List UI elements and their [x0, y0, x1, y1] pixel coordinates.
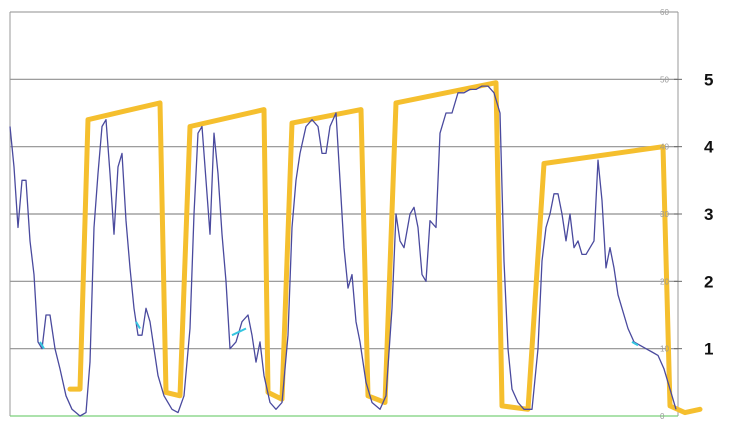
axis-lines: [9, 12, 682, 417]
grid-lines: [10, 11, 678, 350]
accent-segment: [135, 321, 141, 329]
series-thick-line: [67, 80, 703, 416]
faint-tick-label: 60: [660, 8, 669, 17]
y-tick-label-3: 3: [704, 205, 713, 224]
faint-tick-label: 0: [660, 412, 665, 421]
faint-tick-label: 10: [660, 345, 669, 354]
faint-tick-label: 40: [660, 143, 669, 152]
tick-labels: 60 50 40 30 20 10 0 1 2 3 4 5: [660, 8, 714, 421]
y-tick-label-4: 4: [704, 138, 714, 157]
faint-tick-label: 20: [660, 277, 669, 286]
y-tick-label-2: 2: [704, 272, 713, 291]
series-thin-line: [9, 85, 677, 417]
accent-segment: [231, 327, 247, 337]
faint-tick-label: 30: [660, 210, 669, 219]
y-tick-label-1: 1: [704, 340, 713, 359]
faint-tick-label: 50: [660, 75, 669, 84]
series-group: [9, 80, 703, 417]
accent-segment: [39, 341, 45, 350]
accent-segment: [631, 341, 639, 347]
y-tick-label-5: 5: [704, 70, 713, 89]
